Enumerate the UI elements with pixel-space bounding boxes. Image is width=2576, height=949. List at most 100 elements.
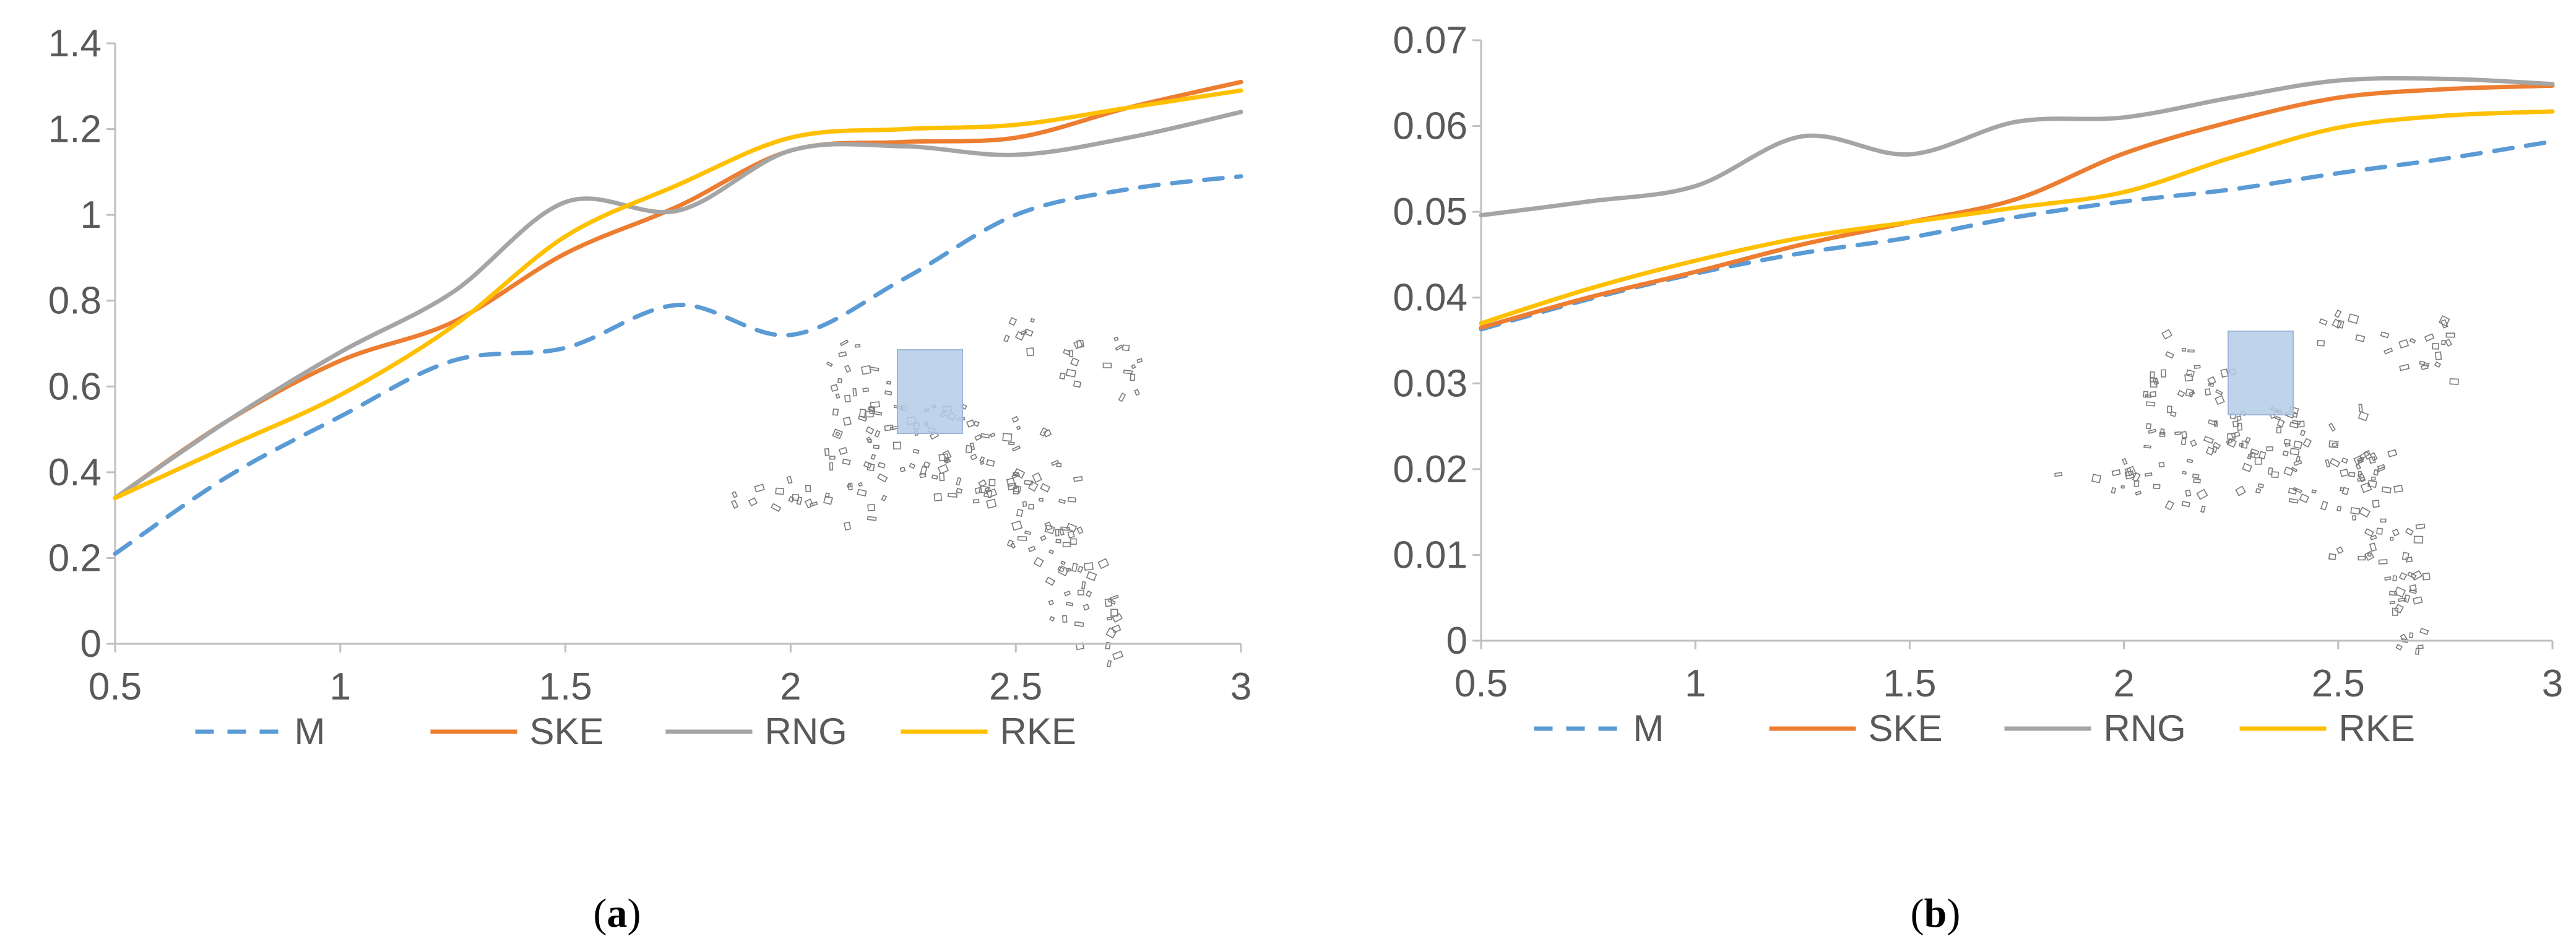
y-tick-label: 0.01 xyxy=(1393,534,1467,576)
building-footprint xyxy=(2405,527,2414,536)
building-footprint xyxy=(2220,368,2229,378)
y-tick-label: 0.6 xyxy=(48,365,102,408)
building-footprint xyxy=(1011,520,1023,531)
building-footprint xyxy=(986,459,995,467)
building-footprint xyxy=(1022,501,1027,507)
building-footprint xyxy=(942,449,952,460)
series-line-rng xyxy=(113,110,1243,500)
building-footprint xyxy=(1002,433,1013,442)
building-footprint xyxy=(863,461,872,469)
building-footprint xyxy=(2357,459,2362,464)
building-footprint xyxy=(2122,457,2128,466)
building-footprint xyxy=(2276,418,2285,428)
building-footprint xyxy=(731,500,739,509)
building-footprint xyxy=(2275,415,2281,421)
building-footprint xyxy=(2449,378,2459,385)
building-footprint xyxy=(2244,436,2251,444)
building-footprint xyxy=(748,497,758,507)
building-footprint xyxy=(1105,641,1112,650)
building-footprint xyxy=(2293,440,2303,449)
series-line-rke xyxy=(1479,109,2555,326)
building-footprint xyxy=(857,415,867,422)
building-footprint xyxy=(893,441,901,450)
building-footprint xyxy=(2208,382,2215,388)
building-footprint xyxy=(2143,444,2151,449)
building-footprint xyxy=(2358,555,2366,561)
building-footprint xyxy=(1115,344,1123,351)
series-line-m xyxy=(1479,139,2555,332)
building-footprint xyxy=(2250,448,2260,456)
building-footprint xyxy=(2185,369,2195,378)
building-footprint xyxy=(2111,469,2121,477)
building-footprint xyxy=(2329,457,2341,467)
building-footprint xyxy=(2226,438,2237,448)
building-footprint xyxy=(2292,420,2301,425)
building-footprint xyxy=(2325,459,2331,468)
building-footprint xyxy=(2226,438,2233,444)
building-footprint xyxy=(2153,483,2161,489)
building-footprint xyxy=(2169,410,2177,417)
building-footprint xyxy=(2177,389,2185,397)
building-footprint xyxy=(1033,557,1044,568)
building-footprint xyxy=(870,401,880,409)
building-footprint xyxy=(1011,445,1021,452)
building-footprint xyxy=(1073,476,1083,482)
building-footprint xyxy=(1003,334,1010,342)
building-footprint xyxy=(2166,405,2172,414)
building-footprint xyxy=(2409,337,2416,344)
x-tick-label: 0.5 xyxy=(1454,662,1508,705)
y-tick-label: 0.02 xyxy=(1393,448,1467,491)
building-footprint xyxy=(2283,438,2291,445)
y-tick-label: 0.07 xyxy=(1393,19,1467,62)
building-footprint xyxy=(2120,485,2125,489)
building-footprint xyxy=(2241,440,2248,449)
y-tick-label: 0.4 xyxy=(48,451,102,494)
highlight-region xyxy=(2228,331,2294,415)
building-footprint xyxy=(1107,598,1116,605)
building-footprint xyxy=(2302,438,2312,448)
building-footprint xyxy=(988,479,996,487)
building-footprint xyxy=(2133,480,2140,487)
building-footprint xyxy=(842,458,851,466)
building-footprint xyxy=(2367,480,2377,488)
building-footprint xyxy=(1123,370,1133,375)
building-footprint xyxy=(2334,309,2342,318)
building-footprint xyxy=(2255,488,2262,494)
building-footprint xyxy=(2204,388,2211,396)
building-footprint xyxy=(2054,472,2063,477)
building-footprint xyxy=(1056,462,1062,467)
building-footprint xyxy=(2369,452,2378,461)
y-tick-label: 1 xyxy=(80,194,102,236)
building-footprint xyxy=(2159,432,2166,437)
building-footprint xyxy=(2254,457,2262,465)
building-footprint xyxy=(1059,372,1066,380)
building-footprint xyxy=(2181,501,2190,508)
building-footprint xyxy=(1040,535,1047,542)
building-footprint xyxy=(2257,483,2264,488)
building-footprint xyxy=(2358,411,2369,422)
building-footprint xyxy=(1017,535,1027,541)
building-footprint xyxy=(1057,566,1065,573)
building-footprint xyxy=(2288,487,2297,495)
building-footprint xyxy=(986,498,997,509)
building-footprint xyxy=(2242,462,2252,472)
building-footprint xyxy=(2422,573,2431,581)
building-footprint xyxy=(2232,420,2239,428)
building-footprint xyxy=(909,462,916,469)
building-footprint xyxy=(899,466,906,472)
building-footprint xyxy=(754,483,765,493)
building-footprint xyxy=(2415,648,2420,655)
building-footprint xyxy=(1070,538,1077,545)
building-footprint xyxy=(1055,529,1060,537)
building-footprint xyxy=(857,482,863,487)
building-footprint xyxy=(956,477,962,486)
building-footprint xyxy=(1086,571,1097,581)
building-footprint xyxy=(2358,506,2371,518)
series-line-rke xyxy=(113,88,1243,500)
building-footprint xyxy=(2200,505,2206,513)
building-footprint xyxy=(2215,389,2223,396)
building-footprint xyxy=(2111,487,2117,494)
building-footprint xyxy=(1058,498,1066,505)
building-footprint xyxy=(886,380,891,385)
